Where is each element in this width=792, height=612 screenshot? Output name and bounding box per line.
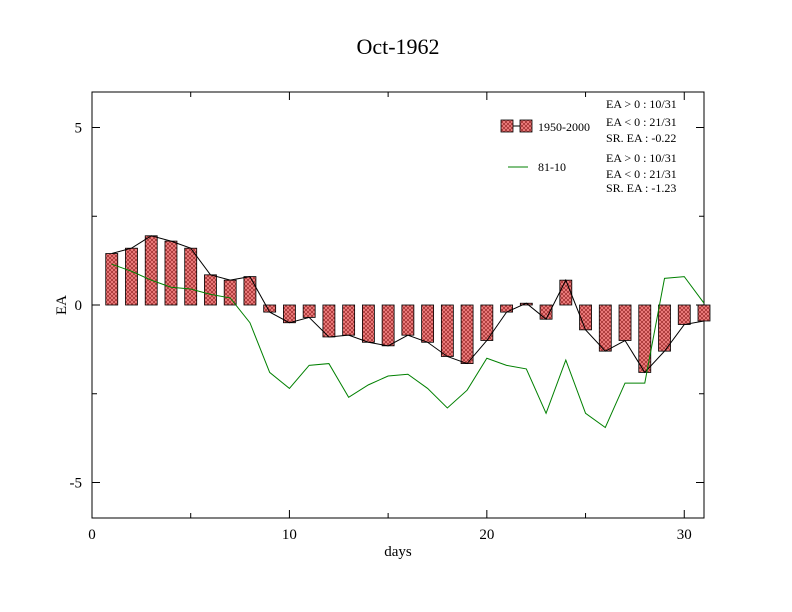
x-tick-label-0: 0 bbox=[88, 527, 96, 543]
bar-day-14 bbox=[361, 304, 375, 343]
bar-day-31 bbox=[697, 304, 711, 322]
bar-day-17 bbox=[421, 304, 435, 343]
y-tick-label-0: 0 bbox=[75, 298, 83, 314]
stat-positive-1950-2000: EA > 0 : 10/31 bbox=[606, 97, 677, 111]
bar-day-1 bbox=[105, 253, 119, 306]
series-line-1950-2000 bbox=[111, 235, 705, 374]
legend-bar-swatch-right bbox=[519, 119, 533, 133]
stat-sr-1950-2000: SR. EA : -0.22 bbox=[606, 131, 676, 145]
bar-day-26 bbox=[598, 304, 612, 352]
tick-labels-group: 0 10 20 30 -5 0 5 bbox=[70, 121, 692, 544]
bar-day-23 bbox=[539, 304, 553, 320]
y-axis-label: EA bbox=[54, 295, 70, 315]
bar-day-4 bbox=[164, 240, 178, 306]
x-axis-label: days bbox=[384, 544, 412, 560]
y-tick-label--5: -5 bbox=[70, 476, 83, 492]
bar-day-18 bbox=[440, 304, 454, 357]
bar-day-13 bbox=[342, 304, 356, 336]
bar-day-2 bbox=[125, 247, 138, 306]
legend-label-1950-2000: 1950-2000 bbox=[538, 120, 590, 134]
stat-negative-81-10: EA < 0 : 21/31 bbox=[606, 167, 677, 181]
lines-group bbox=[111, 235, 705, 429]
y-tick-label-5: 5 bbox=[75, 121, 83, 137]
bar-day-24 bbox=[559, 279, 573, 306]
bar-day-3 bbox=[144, 235, 158, 306]
stats-81-10: EA > 0 : 10/31 EA < 0 : 21/31 SR. EA : -… bbox=[606, 151, 677, 195]
bar-day-9 bbox=[263, 304, 277, 313]
bar-day-11 bbox=[302, 304, 316, 318]
x-tick-label-30: 30 bbox=[677, 527, 692, 543]
bar-day-27 bbox=[618, 304, 632, 341]
stat-positive-81-10: EA > 0 : 10/31 bbox=[606, 151, 677, 165]
bar-day-15 bbox=[381, 304, 395, 347]
bar-day-16 bbox=[401, 304, 415, 336]
legend-label-81-10: 81-10 bbox=[538, 160, 566, 174]
x-tick-label-10: 10 bbox=[282, 527, 297, 543]
legend: 1950-2000 81-10 EA > 0 : 10/31 EA < 0 : … bbox=[500, 97, 677, 195]
ticks-group bbox=[91, 92, 704, 518]
series-line-81-10 bbox=[111, 263, 705, 429]
bar-day-19 bbox=[460, 304, 474, 364]
bar-day-8 bbox=[243, 276, 257, 306]
bar-day-6 bbox=[204, 274, 217, 306]
legend-bar-swatch-left bbox=[500, 119, 514, 133]
x-tick-label-20: 20 bbox=[479, 527, 494, 543]
stats-1950-2000: EA > 0 : 10/31 EA < 0 : 21/31 SR. EA : -… bbox=[606, 97, 677, 145]
bar-day-29 bbox=[658, 304, 671, 352]
bar-day-25 bbox=[579, 304, 592, 331]
bars-group bbox=[105, 235, 711, 373]
chart-title: Oct-1962 bbox=[356, 34, 439, 59]
stat-negative-1950-2000: EA < 0 : 21/31 bbox=[606, 115, 677, 129]
bar-day-5 bbox=[184, 247, 198, 306]
bar-day-21 bbox=[500, 304, 513, 313]
stat-sr-81-10: SR. EA : -1.23 bbox=[606, 181, 676, 195]
bar-day-7 bbox=[223, 279, 237, 306]
legend-entry-81-10: 81-10 bbox=[508, 160, 566, 174]
legend-entry-1950-2000: 1950-2000 bbox=[500, 119, 590, 134]
bar-day-30 bbox=[677, 304, 691, 325]
